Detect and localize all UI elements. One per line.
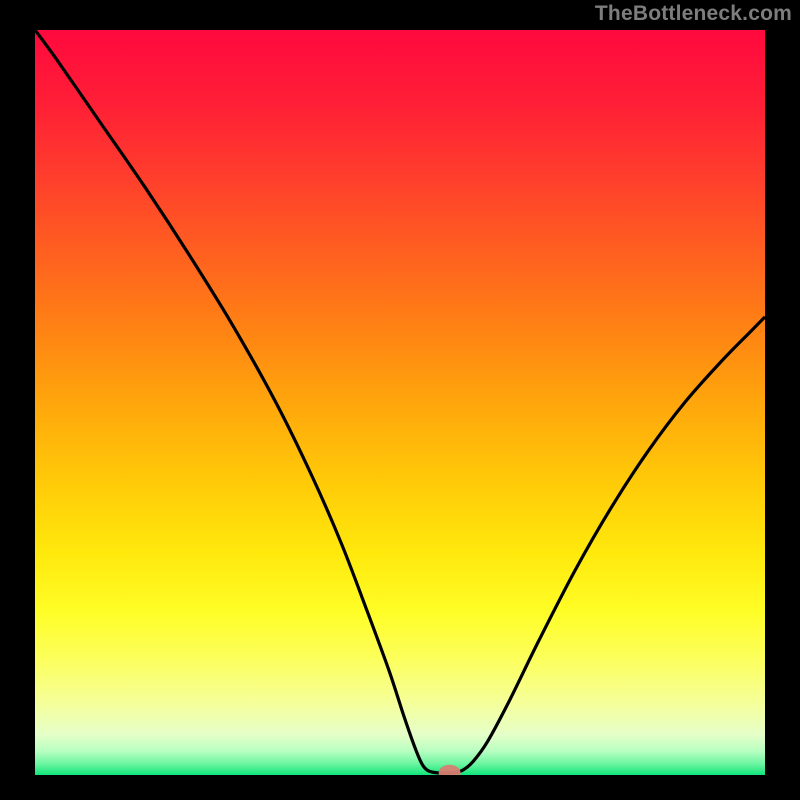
chart-frame: { "watermark": { "text": "TheBottleneck.… [0,0,800,800]
bottleneck-chart [0,0,800,800]
frame-border [0,0,35,800]
frame-border [0,775,800,800]
frame-border [765,0,800,800]
watermark-text: TheBottleneck.com [595,2,792,26]
gradient-background [35,30,765,775]
